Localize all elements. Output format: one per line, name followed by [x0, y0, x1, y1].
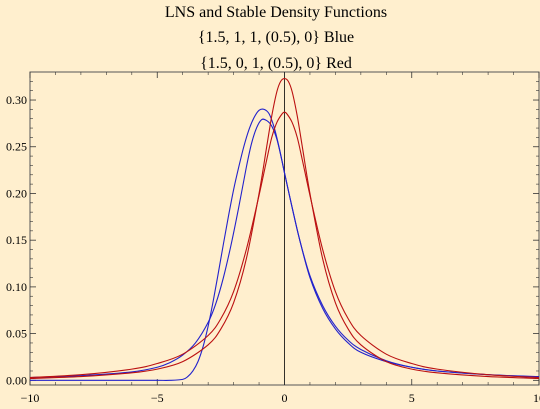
- y-tick-label: 0.05: [6, 327, 27, 341]
- chart-title-line-2: {1.5, 1, 1, (0.5), 0} Blue: [198, 29, 354, 46]
- tick-labels: −10 −5 0 5 10 0.00 0.05 0.10 0.15 0.20 0.25 0.30: [6, 93, 540, 405]
- x-tick-label: −5: [151, 391, 164, 405]
- y-tick-label: 0.00: [6, 373, 27, 387]
- series-group: [29, 77, 540, 381]
- y-tick-label: 0.20: [6, 186, 27, 200]
- x-tick-label: −10: [21, 391, 40, 405]
- series-line-blue-2: [29, 108, 540, 381]
- x-tick-label: 0: [282, 391, 288, 405]
- y-tick-label: 0.15: [6, 233, 27, 247]
- y-tick-label: 0.30: [6, 93, 27, 107]
- chart-title-line-3: {1.5, 0, 1, (0.5), 0} Red: [200, 55, 352, 72]
- y-tick-label: 0.25: [6, 140, 27, 154]
- x-tick-label: 10: [533, 391, 540, 405]
- series-line-red-4: [29, 111, 540, 379]
- series-line-red-3: [29, 77, 540, 380]
- axis-ticks: [29, 72, 540, 385]
- chart-title-line-1: LNS and Stable Density Functions: [165, 4, 387, 21]
- y-tick-label: 0.10: [6, 280, 27, 294]
- x-tick-label: 5: [409, 391, 415, 405]
